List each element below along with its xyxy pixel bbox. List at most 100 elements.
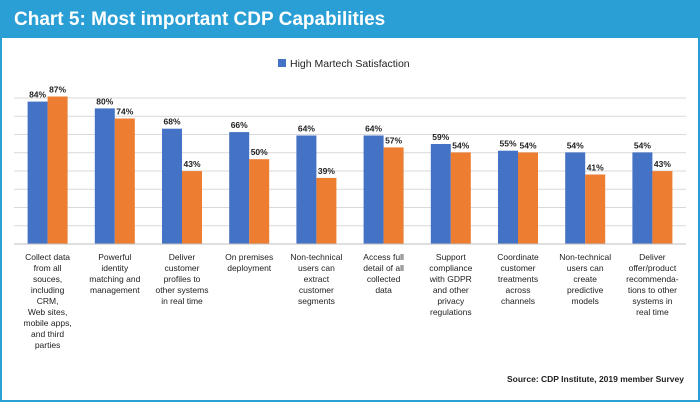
category-label-line: users can bbox=[298, 263, 335, 273]
category-label-line: customer bbox=[299, 285, 334, 295]
category-label-line: Powerful bbox=[98, 252, 131, 262]
page-title: Chart 5: Most important CDP Capabilities bbox=[14, 9, 386, 30]
category-label-line: models bbox=[571, 296, 598, 306]
data-label-blue: 59% bbox=[432, 132, 449, 142]
data-label-blue: 80% bbox=[96, 96, 113, 106]
category-label-line: across bbox=[505, 285, 530, 295]
category-label-line: identity bbox=[101, 263, 129, 273]
bar-orange bbox=[450, 152, 471, 244]
category-label-line: real time bbox=[636, 307, 669, 317]
category-label-line: privacy bbox=[437, 296, 465, 306]
category-label-line: deployment bbox=[227, 263, 272, 273]
bar-orange bbox=[383, 147, 404, 244]
category-label-line: channels bbox=[501, 296, 535, 306]
category-label-line: segments bbox=[298, 296, 335, 306]
bar-blue bbox=[27, 101, 48, 244]
title-bar: Chart 5: Most important CDP Capabilities bbox=[2, 2, 698, 38]
bar-orange bbox=[316, 177, 337, 244]
category-label-line: parties bbox=[35, 340, 61, 350]
category-label-line: data bbox=[375, 285, 392, 295]
data-label-orange: 50% bbox=[251, 147, 268, 157]
category-label-line: Coordinate bbox=[497, 252, 539, 262]
bar-blue bbox=[162, 128, 182, 244]
data-label-blue: 68% bbox=[163, 117, 180, 127]
category-label-line: customer bbox=[501, 263, 536, 273]
bar-blue bbox=[363, 135, 384, 244]
category-label: Powerful identity matching and management bbox=[89, 252, 140, 295]
category-label-line: Non-technical bbox=[290, 252, 342, 262]
bar-orange bbox=[114, 118, 135, 244]
category-label: Non-technical users can create predictive mo… bbox=[559, 252, 611, 306]
category-label: On premises deployment bbox=[225, 252, 273, 273]
category-label-line: Non-technical bbox=[559, 252, 611, 262]
category-label-line: customer bbox=[165, 263, 200, 273]
data-label-blue: 64% bbox=[365, 124, 382, 134]
category-label-line: regulations bbox=[430, 307, 472, 317]
category-label-line: other systems bbox=[156, 285, 209, 295]
data-label-blue: 54% bbox=[567, 140, 584, 150]
category-label-line: in real time bbox=[161, 296, 203, 306]
category-label-line: souces, bbox=[33, 274, 62, 284]
category-label-line: Web sites, bbox=[28, 307, 68, 317]
category-label-line: Access full bbox=[363, 252, 404, 262]
category-label-line: users can bbox=[567, 263, 604, 273]
source-note: Source: CDP Institute, 2019 member Surve… bbox=[507, 374, 684, 384]
bar-orange bbox=[652, 171, 673, 244]
category-label-line: mobile apps, bbox=[23, 318, 71, 328]
data-label-orange: 54% bbox=[519, 140, 536, 150]
category-label-line: detail of all bbox=[363, 263, 404, 273]
category-label-line: systems in bbox=[632, 296, 672, 306]
category-label-line: matching and bbox=[89, 274, 140, 284]
category-label-line: Collect data bbox=[25, 252, 70, 262]
category-label-line: recommenda- bbox=[626, 274, 679, 284]
bar-blue bbox=[229, 132, 250, 244]
bar-blue bbox=[430, 144, 451, 244]
category-label-line: from all bbox=[34, 263, 62, 273]
bar-blue bbox=[94, 108, 115, 245]
category-label-line: profiles to bbox=[164, 274, 201, 284]
category-label-line: create bbox=[573, 274, 597, 284]
data-label-blue: 55% bbox=[499, 139, 516, 149]
bar-blue bbox=[498, 150, 518, 244]
data-label-blue: 54% bbox=[634, 140, 651, 150]
legend-label: High Martech Satisfaction bbox=[290, 58, 410, 70]
category-label-line: management bbox=[90, 285, 140, 295]
category-label-line: CRM, bbox=[37, 296, 59, 306]
category-label-line: tions to other bbox=[628, 285, 677, 295]
bar-blue bbox=[565, 152, 586, 244]
bar-chart: High Martech Satisfaction 84%87% Collect d… bbox=[14, 58, 686, 350]
data-label-orange: 54% bbox=[452, 140, 469, 150]
data-label-orange: 43% bbox=[654, 159, 671, 169]
category-label-line: On premises bbox=[225, 252, 273, 262]
bar-blue bbox=[632, 152, 653, 244]
bar-orange bbox=[47, 96, 68, 244]
category-label-line: extract bbox=[304, 274, 330, 284]
bar-orange bbox=[518, 152, 538, 244]
category-label-line: Deliver bbox=[169, 252, 196, 262]
category-label-line: including bbox=[31, 285, 65, 295]
category-label-line: with GDPR bbox=[429, 274, 472, 284]
category-label: Deliver customer profiles to other systems i… bbox=[156, 252, 209, 306]
category-label: Collect data from all souces, including CRM,… bbox=[23, 252, 71, 350]
category-label-line: and third bbox=[31, 329, 64, 339]
data-label-orange: 57% bbox=[385, 135, 402, 145]
bar-blue bbox=[296, 135, 317, 244]
bar-orange bbox=[585, 174, 606, 244]
data-label-orange: 74% bbox=[116, 107, 133, 117]
data-label-blue: 64% bbox=[298, 124, 315, 134]
category-label: Deliver offer/product recommenda-tions to … bbox=[626, 252, 679, 317]
category-label-line: offer/product bbox=[629, 263, 677, 273]
bar-orange bbox=[249, 159, 270, 244]
category-label: Access full detail of all collected data bbox=[363, 252, 404, 295]
category-label-line: Support bbox=[436, 252, 466, 262]
data-label-blue: 66% bbox=[231, 120, 248, 130]
category-label: Non-technical users can extract customer seg… bbox=[290, 252, 342, 306]
category-label-line: treatments bbox=[498, 274, 538, 284]
category-label: Coordinate customer treatments across channe… bbox=[497, 252, 539, 306]
category-label-line: collected bbox=[367, 274, 401, 284]
data-label-orange: 39% bbox=[318, 166, 335, 176]
legend-swatch-blue bbox=[278, 59, 286, 67]
category-label: Support compliance with GDPR and other priva… bbox=[429, 252, 473, 317]
data-label-orange: 43% bbox=[183, 159, 200, 169]
